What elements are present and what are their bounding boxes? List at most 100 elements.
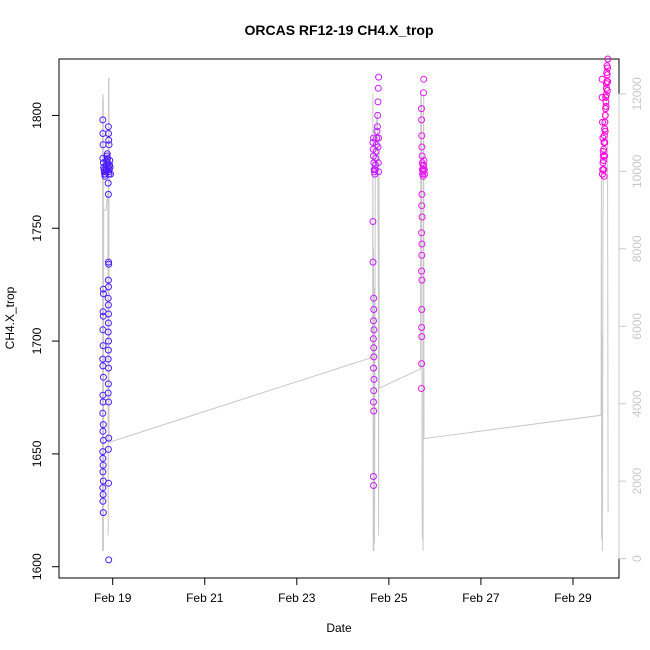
data-point bbox=[99, 398, 107, 406]
data-point bbox=[375, 168, 383, 176]
data-point bbox=[603, 62, 611, 70]
data-point bbox=[418, 152, 426, 160]
x-axis-label: Date bbox=[326, 621, 352, 635]
data-point bbox=[599, 148, 607, 155]
data-point bbox=[370, 407, 378, 415]
data-point bbox=[370, 306, 378, 313]
data-point bbox=[420, 166, 428, 174]
y2-tick-label: 8000 bbox=[630, 235, 644, 262]
data-point bbox=[105, 136, 113, 144]
data-point bbox=[602, 102, 610, 110]
data-point bbox=[99, 290, 107, 298]
data-point bbox=[104, 445, 112, 453]
data-point bbox=[106, 157, 114, 164]
data-point bbox=[105, 130, 112, 137]
data-point bbox=[99, 342, 107, 350]
data-point bbox=[370, 364, 377, 372]
altitude-trace-line bbox=[102, 77, 609, 551]
data-point bbox=[370, 482, 377, 489]
data-point bbox=[104, 190, 112, 198]
data-point bbox=[107, 170, 114, 178]
data-point bbox=[370, 134, 377, 142]
data-point bbox=[369, 218, 377, 225]
y-tick-label: 1800 bbox=[30, 102, 44, 129]
data-point bbox=[600, 166, 608, 174]
y-axis-right: 0 2000 4000 6000 8000 10000 12000 bbox=[618, 77, 644, 562]
data-point bbox=[421, 170, 429, 178]
data-point bbox=[420, 89, 427, 97]
y-tick-label: 1700 bbox=[30, 327, 44, 354]
data-point bbox=[369, 335, 377, 343]
data-point bbox=[99, 461, 107, 469]
data-point bbox=[418, 276, 426, 284]
data-point bbox=[104, 389, 112, 397]
data-point bbox=[374, 84, 382, 92]
data-point bbox=[105, 141, 113, 149]
data-point bbox=[105, 310, 112, 318]
data-point bbox=[99, 373, 107, 381]
data-point bbox=[99, 409, 107, 417]
y2-tick-label: 0 bbox=[630, 555, 644, 562]
data-point bbox=[104, 123, 112, 131]
data-point bbox=[370, 344, 378, 352]
data-point bbox=[603, 87, 611, 95]
chart-title: ORCAS RF12-19 CH4.X_trop bbox=[244, 22, 433, 38]
data-point bbox=[599, 134, 607, 142]
data-point bbox=[601, 127, 609, 135]
x-tick-label: Feb 21 bbox=[186, 591, 224, 605]
data-point bbox=[105, 337, 112, 345]
data-point bbox=[373, 127, 381, 135]
data-point bbox=[418, 251, 426, 259]
x-tick-label: Feb 25 bbox=[370, 591, 408, 605]
data-point bbox=[369, 139, 377, 146]
data-point bbox=[104, 355, 112, 363]
data-point bbox=[598, 170, 606, 178]
data-point bbox=[369, 473, 377, 480]
data-point bbox=[104, 276, 112, 284]
data-point bbox=[418, 267, 426, 275]
data-point bbox=[370, 375, 378, 383]
data-point bbox=[375, 73, 383, 81]
data-point bbox=[420, 75, 428, 83]
data-point bbox=[105, 283, 112, 291]
data-point bbox=[418, 105, 425, 113]
data-points-layer bbox=[99, 55, 612, 564]
data-point bbox=[104, 301, 112, 309]
data-point bbox=[418, 324, 426, 331]
data-point bbox=[105, 434, 113, 442]
data-point bbox=[370, 387, 378, 395]
data-point bbox=[420, 161, 428, 169]
data-point bbox=[104, 179, 112, 187]
data-point bbox=[372, 148, 380, 155]
y-axis-left: 1600 1650 1700 1750 1800 bbox=[30, 102, 60, 580]
data-point bbox=[105, 556, 113, 564]
y2-tick-label: 2000 bbox=[630, 468, 644, 495]
data-point bbox=[374, 159, 382, 167]
data-point bbox=[99, 421, 107, 429]
data-point bbox=[370, 317, 377, 325]
altitude-trace-layer bbox=[102, 77, 609, 551]
data-point bbox=[601, 118, 609, 126]
data-point bbox=[106, 163, 114, 171]
data-point bbox=[598, 93, 606, 101]
data-point bbox=[99, 491, 107, 498]
data-point bbox=[104, 346, 112, 354]
y-tick-label: 1600 bbox=[30, 553, 44, 580]
data-point bbox=[99, 116, 107, 124]
data-point bbox=[418, 213, 426, 221]
data-point bbox=[99, 454, 107, 462]
data-point bbox=[418, 306, 426, 313]
data-point bbox=[604, 55, 612, 63]
data-point bbox=[104, 319, 112, 327]
data-point bbox=[104, 328, 112, 336]
data-point bbox=[104, 380, 112, 388]
data-point bbox=[599, 118, 606, 126]
data-point bbox=[99, 154, 107, 162]
data-point bbox=[99, 468, 107, 476]
data-point bbox=[375, 134, 382, 142]
y-tick-label: 1650 bbox=[30, 440, 44, 467]
data-point bbox=[369, 258, 377, 266]
data-point bbox=[420, 157, 428, 164]
data-point bbox=[603, 69, 611, 76]
